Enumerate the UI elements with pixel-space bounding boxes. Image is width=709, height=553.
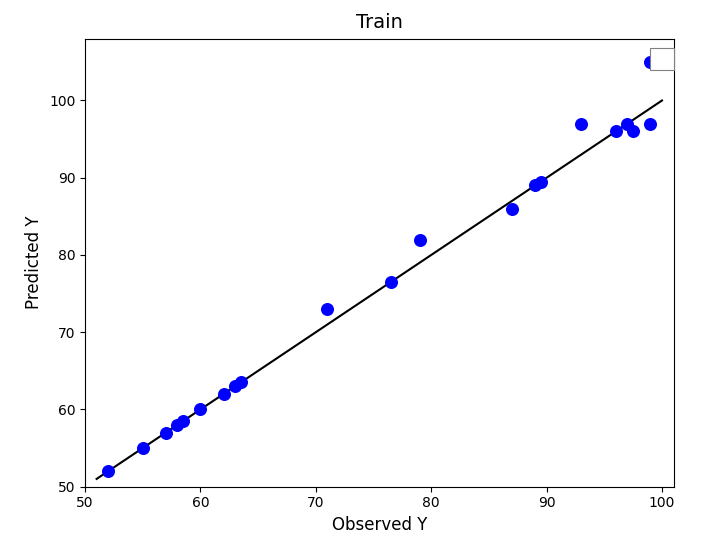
- Point: [230, 382, 241, 390]
- FancyBboxPatch shape: [650, 48, 674, 70]
- Point: [644, 58, 656, 66]
- Point: [235, 378, 247, 387]
- Y-axis label: Predicted Y: Predicted Y: [26, 216, 43, 310]
- Point: [576, 119, 587, 128]
- Point: [535, 177, 547, 186]
- Point: [644, 119, 656, 128]
- Point: [622, 119, 633, 128]
- Point: [103, 467, 114, 476]
- Point: [506, 204, 518, 213]
- Point: [627, 127, 639, 136]
- Point: [414, 235, 425, 244]
- Point: [160, 428, 172, 437]
- Point: [385, 278, 396, 286]
- Point: [177, 416, 189, 425]
- Title: Train: Train: [356, 13, 403, 32]
- Point: [610, 127, 622, 136]
- Point: [137, 444, 148, 452]
- Point: [195, 405, 206, 414]
- Point: [172, 420, 183, 429]
- Point: [530, 181, 541, 190]
- Point: [322, 305, 333, 314]
- Point: [218, 389, 229, 398]
- X-axis label: Observed Y: Observed Y: [332, 516, 427, 534]
